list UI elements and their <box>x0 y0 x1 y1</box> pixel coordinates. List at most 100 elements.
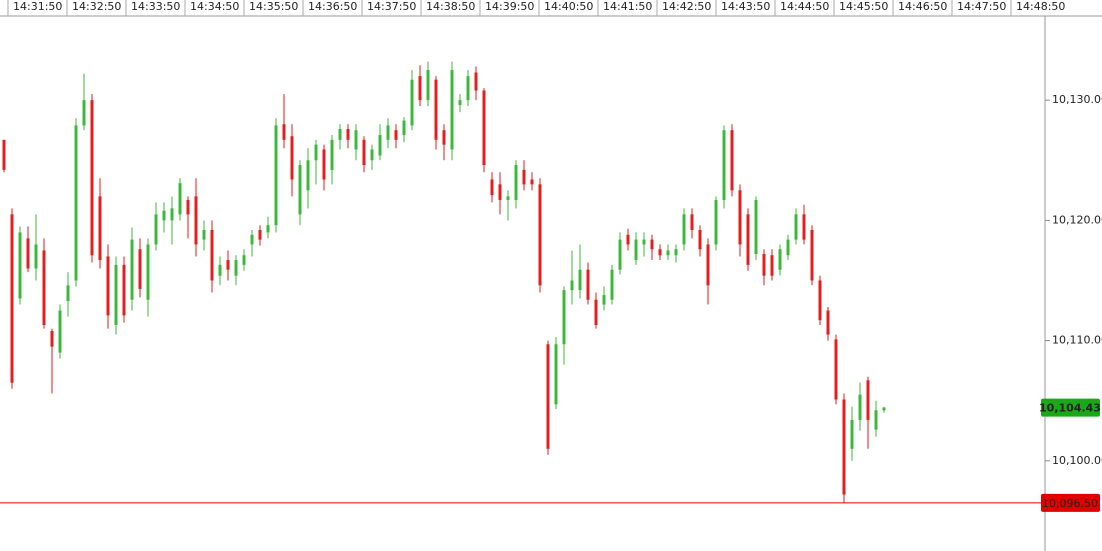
candle-body <box>226 260 230 270</box>
candle-body <box>202 230 206 240</box>
candle-body <box>714 199 718 245</box>
candle-body <box>642 239 646 245</box>
candle-body <box>594 299 598 325</box>
candle-body <box>474 72 478 91</box>
candle-body <box>146 244 150 300</box>
candle-body <box>418 76 422 101</box>
candle-body <box>98 196 102 261</box>
time-label: 14:46:50 <box>898 0 947 13</box>
candle-body <box>290 136 294 180</box>
candle-body <box>194 196 198 245</box>
candle-body <box>762 254 766 276</box>
candle-body <box>346 129 350 140</box>
candle-body <box>786 239 790 256</box>
candle-body <box>834 339 838 400</box>
y-tick-label: 10,110.00 <box>1052 334 1102 347</box>
candle-body <box>170 208 174 221</box>
time-label: 14:38:50 <box>426 0 475 13</box>
time-label: 14:47:50 <box>957 0 1006 13</box>
candle-body <box>706 244 710 286</box>
time-label: 14:33:50 <box>131 0 180 13</box>
reference-box <box>1041 493 1100 512</box>
candle-body <box>490 179 494 196</box>
candle-body <box>626 234 630 245</box>
candle-body <box>10 214 14 383</box>
candle-body <box>522 169 526 185</box>
candle-body <box>138 249 142 289</box>
candle-body <box>26 238 30 269</box>
candle-body <box>218 264 222 276</box>
candle-body <box>58 310 62 353</box>
candle-body <box>354 130 358 150</box>
candle-body <box>658 249 662 256</box>
candle-body <box>66 285 70 301</box>
candle-body <box>802 214 806 240</box>
candle-body <box>458 100 462 105</box>
candle-body <box>210 230 214 281</box>
candle-body <box>274 125 278 226</box>
candle-body <box>370 149 374 161</box>
candle-body <box>282 124 286 140</box>
last-price-box <box>1041 398 1100 417</box>
candle-body <box>442 130 446 145</box>
candle-body <box>530 179 534 185</box>
time-label: 14:39:50 <box>485 0 534 13</box>
candle-body <box>618 239 622 270</box>
candle-body <box>770 255 774 276</box>
candle-body <box>82 100 86 126</box>
candle-body <box>306 160 310 191</box>
time-label: 14:44:50 <box>780 0 829 13</box>
time-label: 14:34:50 <box>190 0 239 13</box>
time-label: 14:48:50 <box>1016 0 1065 13</box>
candle-body <box>498 184 502 200</box>
candle-body <box>450 70 454 150</box>
candle-body <box>466 76 470 101</box>
candle-body <box>842 399 846 495</box>
candle-body <box>650 239 654 250</box>
candle-body <box>322 149 326 180</box>
candle-body <box>130 239 134 300</box>
candle-body <box>378 135 382 156</box>
candle-body <box>90 100 94 256</box>
candle-body <box>330 139 334 170</box>
candle-body <box>634 239 638 261</box>
time-label: 14:36:50 <box>308 0 357 13</box>
candle-body <box>338 129 342 140</box>
candle-body <box>122 264 126 316</box>
candle-body <box>730 130 734 191</box>
candle-body <box>850 419 854 449</box>
candle-body <box>874 410 878 430</box>
candle-body <box>826 310 830 335</box>
candle-body <box>586 269 590 300</box>
candle-body <box>810 230 814 281</box>
candle-body <box>746 214 750 265</box>
candle-body <box>882 407 886 411</box>
candle-body <box>482 90 486 166</box>
candle-body <box>738 190 742 245</box>
time-label: 14:31:50 <box>13 0 62 13</box>
candle-body <box>298 165 302 215</box>
candle-body <box>578 269 582 291</box>
candle-body <box>754 199 758 255</box>
y-tick-label: 10,100.00 <box>1052 454 1102 467</box>
candle-body <box>554 344 558 405</box>
candle-body <box>818 280 822 321</box>
candle-body <box>154 214 158 245</box>
y-tick-label: 10,120.00 <box>1052 213 1102 226</box>
candle-body <box>722 130 726 200</box>
candle-body <box>610 269 614 300</box>
candle-body <box>778 249 782 270</box>
candle-body <box>266 225 270 233</box>
candle-body <box>690 214 694 230</box>
candle-body <box>570 280 574 291</box>
time-label: 14:40:50 <box>544 0 593 13</box>
candle-body <box>394 130 398 140</box>
time-label: 14:35:50 <box>249 0 298 13</box>
candle-body <box>106 256 110 316</box>
last-price-label: 10,104.43 <box>1039 402 1101 415</box>
candle-body <box>410 79 414 126</box>
candle-body <box>866 380 870 420</box>
candle-body <box>514 165 518 200</box>
candle-body <box>698 230 702 250</box>
candle-body <box>362 139 366 166</box>
